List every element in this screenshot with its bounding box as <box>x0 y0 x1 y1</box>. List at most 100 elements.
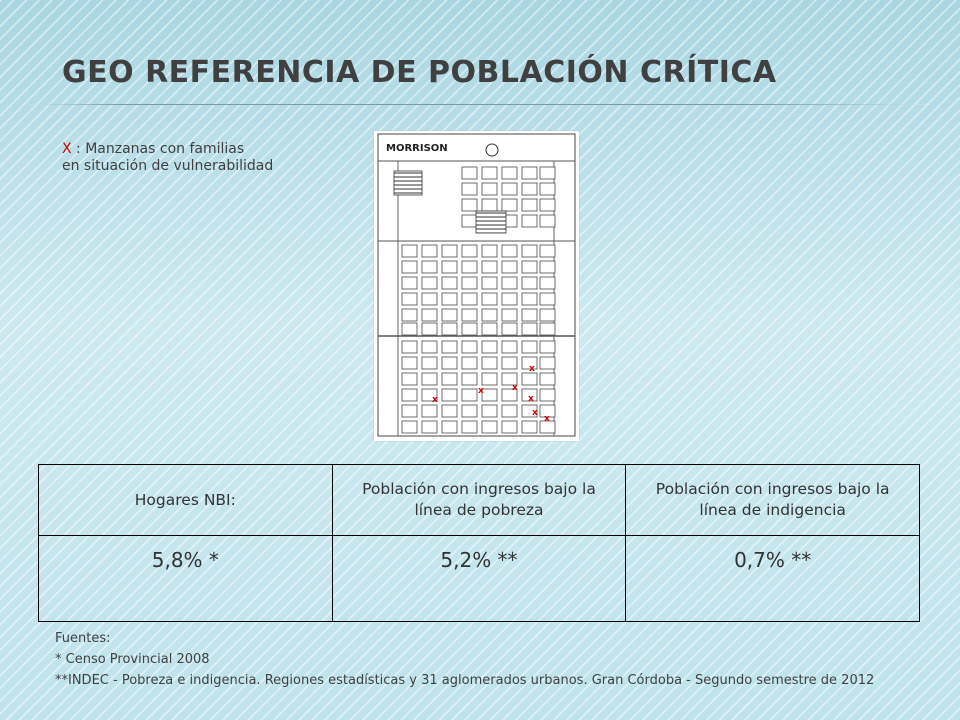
legend-text-1: : Manzanas con familias <box>76 141 245 157</box>
map-block <box>421 308 438 322</box>
map-block <box>501 372 518 386</box>
map-block <box>501 356 518 370</box>
map-block <box>461 356 478 370</box>
map-block <box>461 244 478 258</box>
map-block <box>539 372 556 386</box>
map-block <box>401 322 418 336</box>
map-block <box>481 166 498 180</box>
map-block <box>521 388 538 402</box>
town-map-drawing: MORRISON xx xx xxx <box>377 133 576 437</box>
map-block <box>421 356 438 370</box>
map-block <box>539 214 556 228</box>
slide-title: Geo referencia de población crítica <box>62 55 777 90</box>
table-row: 5,8% * 5,2% ** 0,7% ** <box>38 535 920 622</box>
legend-line-1: X : Manzanas con familias <box>62 141 273 158</box>
map-block <box>501 404 518 418</box>
map-block <box>461 308 478 322</box>
map-block <box>441 244 458 258</box>
map-block <box>421 372 438 386</box>
map-block <box>539 356 556 370</box>
map-block <box>539 404 556 418</box>
vulnerability-marker: x <box>528 394 534 404</box>
source-item-censo: * Censo Provincial 2008 <box>55 652 210 667</box>
map-block <box>521 198 538 212</box>
vulnerability-marker: x <box>532 408 538 418</box>
map-block <box>461 260 478 274</box>
map-block <box>521 356 538 370</box>
map-blocks <box>401 166 556 434</box>
map-block <box>421 420 438 434</box>
map-block <box>461 198 478 212</box>
map-block <box>401 340 418 354</box>
map-block <box>441 340 458 354</box>
map-block <box>521 322 538 336</box>
map-roundabout <box>485 143 499 157</box>
source-item-indec: **INDEC - Pobreza e indigencia. Regiones… <box>55 673 875 688</box>
map-block <box>441 322 458 336</box>
vulnerability-marker: x <box>544 414 550 424</box>
map-block <box>521 292 538 306</box>
vulnerability-marker: x <box>512 383 518 393</box>
map-block <box>461 420 478 434</box>
map-block <box>539 276 556 290</box>
map-legend: X : Manzanas con familias en situación d… <box>62 141 273 175</box>
legend-text-2: en situación de vulnerabilidad <box>62 158 274 174</box>
map-block <box>461 182 478 196</box>
indicators-table: Hogares NBI: Población con ingresos bajo… <box>38 464 920 622</box>
header-indigencia: Población con ingresos bajo la línea de … <box>625 464 920 536</box>
map-block <box>481 260 498 274</box>
map-block <box>501 166 518 180</box>
map-block <box>481 420 498 434</box>
map-town-label: MORRISON <box>386 143 448 154</box>
header-hogares-nbi: Hogares NBI: <box>38 464 333 536</box>
map-block <box>461 214 478 228</box>
map-block <box>521 420 538 434</box>
map-block <box>539 292 556 306</box>
map-block <box>441 356 458 370</box>
map-hatched-area-2 <box>475 210 507 234</box>
map-block <box>539 322 556 336</box>
map-block <box>441 404 458 418</box>
map-block <box>421 244 438 258</box>
map-block <box>421 276 438 290</box>
map-block <box>501 420 518 434</box>
legend-x-mark: X <box>62 141 72 157</box>
map-block <box>461 388 478 402</box>
map-block <box>461 292 478 306</box>
vulnerability-marker: x <box>529 364 535 374</box>
map-block <box>501 308 518 322</box>
map-block <box>501 388 518 402</box>
map-block <box>521 308 538 322</box>
map-block <box>539 388 556 402</box>
map-block <box>539 166 556 180</box>
map-block <box>401 244 418 258</box>
map-block <box>501 276 518 290</box>
map-block <box>501 340 518 354</box>
map-block <box>421 404 438 418</box>
map-block <box>539 182 556 196</box>
value-hogares-nbi: 5,8% * <box>38 535 333 622</box>
map-block <box>501 182 518 196</box>
map-block <box>481 322 498 336</box>
map-block <box>461 276 478 290</box>
map-block <box>401 420 418 434</box>
map-block <box>401 372 418 386</box>
map-block <box>401 308 418 322</box>
map-block <box>441 420 458 434</box>
map-block <box>401 404 418 418</box>
map-block <box>481 292 498 306</box>
map-block <box>539 420 556 434</box>
map-block <box>521 372 538 386</box>
value-pobreza: 5,2% ** <box>331 535 627 622</box>
map-block <box>441 292 458 306</box>
map-block <box>501 260 518 274</box>
map-block <box>481 244 498 258</box>
map-block <box>441 276 458 290</box>
map-block <box>539 198 556 212</box>
map-hatched-area-1 <box>393 170 423 196</box>
map-block <box>481 340 498 354</box>
map-block <box>481 372 498 386</box>
map-block <box>421 260 438 274</box>
map-block <box>521 182 538 196</box>
map-block <box>401 356 418 370</box>
